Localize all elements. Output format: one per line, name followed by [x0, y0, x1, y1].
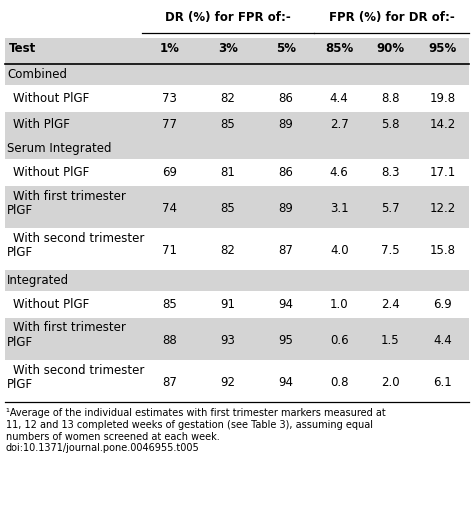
Bar — [5, 228, 469, 270]
Text: PlGF: PlGF — [7, 246, 33, 259]
Text: 85: 85 — [220, 118, 235, 131]
Bar — [5, 270, 469, 291]
Text: 91: 91 — [220, 298, 235, 311]
Text: 12.2: 12.2 — [429, 202, 456, 215]
Text: 17.1: 17.1 — [429, 166, 456, 179]
Bar — [5, 38, 469, 64]
Text: 89: 89 — [278, 118, 293, 131]
Text: With PlGF: With PlGF — [13, 118, 70, 131]
Text: 93: 93 — [220, 334, 235, 347]
Text: 15.8: 15.8 — [429, 244, 456, 257]
Bar — [5, 8, 469, 38]
Text: 4.6: 4.6 — [330, 166, 348, 179]
Text: 69: 69 — [162, 166, 177, 179]
Text: With first trimester: With first trimester — [13, 190, 126, 202]
Text: 1.5: 1.5 — [381, 334, 400, 347]
Text: With second trimester: With second trimester — [13, 364, 145, 376]
Text: 85: 85 — [162, 298, 177, 311]
Text: 5%: 5% — [276, 42, 296, 55]
Text: 85: 85 — [220, 202, 235, 215]
Text: 3.1: 3.1 — [330, 202, 348, 215]
Text: 1.0: 1.0 — [330, 298, 348, 311]
Text: 82: 82 — [220, 244, 235, 257]
Text: PlGF: PlGF — [7, 378, 33, 391]
Text: 90%: 90% — [376, 42, 404, 55]
Text: 4.4: 4.4 — [433, 334, 452, 347]
Text: 2.7: 2.7 — [330, 118, 348, 131]
Text: 8.3: 8.3 — [381, 166, 400, 179]
Text: 87: 87 — [162, 376, 177, 389]
Text: Test: Test — [9, 42, 36, 55]
Text: FPR (%) for DR of:-: FPR (%) for DR of:- — [328, 11, 454, 24]
Text: 71: 71 — [162, 244, 177, 257]
Text: 95: 95 — [278, 334, 293, 347]
Text: Combined: Combined — [7, 68, 67, 81]
Text: 8.8: 8.8 — [381, 92, 400, 105]
Text: 6.9: 6.9 — [433, 298, 452, 311]
Text: 89: 89 — [278, 202, 293, 215]
Bar — [5, 360, 469, 402]
Text: 85%: 85% — [325, 42, 353, 55]
Text: 0.6: 0.6 — [330, 334, 348, 347]
Text: 92: 92 — [220, 376, 235, 389]
Text: 86: 86 — [278, 166, 293, 179]
Text: 81: 81 — [220, 166, 235, 179]
Text: With first trimester: With first trimester — [13, 321, 126, 334]
Bar — [5, 291, 469, 318]
Text: DR (%) for FPR of:-: DR (%) for FPR of:- — [165, 11, 291, 24]
Text: 1%: 1% — [160, 42, 180, 55]
Text: 94: 94 — [278, 298, 293, 311]
Text: Without PlGF: Without PlGF — [13, 166, 90, 179]
Text: Integrated: Integrated — [7, 274, 69, 287]
Text: 4.0: 4.0 — [330, 244, 348, 257]
Text: PlGF: PlGF — [7, 336, 33, 349]
Text: 4.4: 4.4 — [330, 92, 348, 105]
Text: With second trimester: With second trimester — [13, 232, 145, 245]
Text: 6.1: 6.1 — [433, 376, 452, 389]
Bar — [5, 159, 469, 186]
Text: PlGF: PlGF — [7, 204, 33, 217]
Text: 86: 86 — [278, 92, 293, 105]
Text: 19.8: 19.8 — [429, 92, 456, 105]
Bar — [5, 112, 469, 139]
Text: Serum Integrated: Serum Integrated — [7, 142, 111, 155]
Text: 14.2: 14.2 — [429, 118, 456, 131]
Text: 77: 77 — [162, 118, 177, 131]
Text: 94: 94 — [278, 376, 293, 389]
Text: Without PlGF: Without PlGF — [13, 298, 90, 311]
Text: 87: 87 — [278, 244, 293, 257]
Text: 74: 74 — [162, 202, 177, 215]
Text: ¹Average of the individual estimates with first trimester markers measured at
11: ¹Average of the individual estimates wit… — [6, 408, 385, 453]
Text: 82: 82 — [220, 92, 235, 105]
Text: 73: 73 — [162, 92, 177, 105]
Bar — [5, 64, 469, 85]
Text: 2.0: 2.0 — [381, 376, 400, 389]
Text: 5.8: 5.8 — [381, 118, 400, 131]
Bar — [5, 85, 469, 112]
Text: 7.5: 7.5 — [381, 244, 400, 257]
Text: 3%: 3% — [218, 42, 237, 55]
Text: 5.7: 5.7 — [381, 202, 400, 215]
Text: 95%: 95% — [428, 42, 456, 55]
Bar — [5, 186, 469, 228]
Text: 88: 88 — [162, 334, 177, 347]
Text: 0.8: 0.8 — [330, 376, 348, 389]
Text: 2.4: 2.4 — [381, 298, 400, 311]
Text: Without PlGF: Without PlGF — [13, 92, 90, 105]
Bar — [5, 139, 469, 159]
Bar — [5, 318, 469, 360]
